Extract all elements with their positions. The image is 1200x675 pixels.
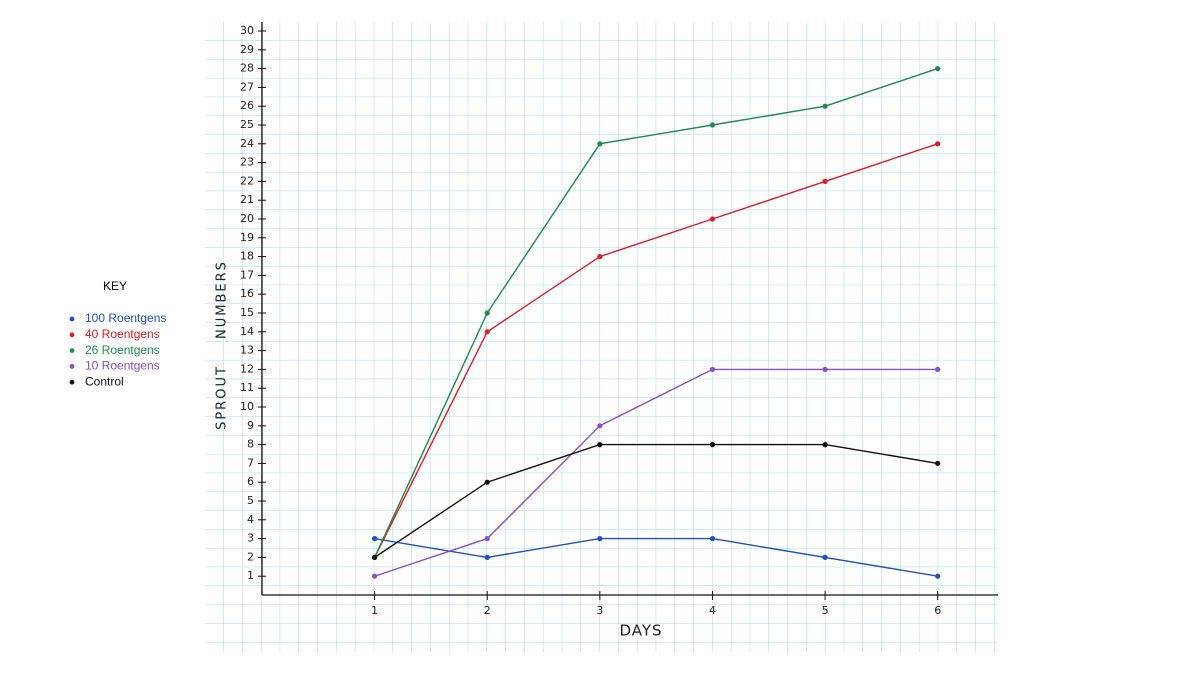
data-point	[935, 573, 941, 579]
x-tick-label: 4	[709, 604, 716, 617]
y-tick-label: 9	[247, 419, 254, 432]
plot-area: 1234567891011121314151617181920212223242…	[240, 22, 998, 617]
y-tick-label: 6	[247, 475, 254, 488]
legend-marker	[69, 332, 75, 338]
y-tick-label: 5	[247, 494, 254, 507]
y-tick-label: 20	[240, 212, 254, 225]
y-tick-label: 16	[240, 287, 254, 300]
data-point	[597, 536, 603, 542]
data-point	[709, 536, 716, 542]
y-tick-label: 26	[240, 99, 254, 112]
data-point	[484, 479, 490, 485]
data-point	[822, 178, 828, 184]
y-tick-label: 23	[240, 156, 254, 169]
y-tick-label: 7	[247, 456, 254, 469]
series-line	[373, 143, 938, 558]
y-tick-label: 1	[247, 569, 254, 582]
y-tick-label: 25	[240, 118, 254, 131]
x-tick-label: 3	[596, 604, 603, 617]
y-tick-label: 30	[240, 24, 254, 37]
data-point	[372, 554, 378, 561]
data-point	[484, 554, 490, 561]
data-point	[822, 442, 828, 448]
legend-label: 40 Roentgens	[85, 327, 160, 341]
series-line	[374, 443, 938, 558]
x-tick-label: 2	[484, 604, 491, 617]
y-tick-label: 18	[240, 250, 254, 263]
legend-label: 26 Roentgens	[85, 343, 160, 357]
data-point	[709, 216, 716, 222]
data-point	[935, 366, 941, 372]
series-line	[373, 67, 938, 558]
data-point	[372, 573, 378, 579]
legend-marker	[69, 364, 75, 369]
data-point	[484, 536, 490, 542]
data-point	[709, 122, 716, 128]
x-tick-label: 1	[371, 604, 378, 617]
data-point	[709, 366, 716, 372]
data-point	[484, 310, 490, 316]
y-tick-label: 8	[247, 438, 254, 451]
data-point	[484, 329, 490, 335]
series-line	[374, 537, 938, 577]
data-point	[597, 141, 603, 147]
y-tick-label: 22	[240, 174, 254, 187]
legend-marker	[69, 379, 75, 385]
data-point	[597, 254, 603, 260]
y-tick-label: 10	[240, 400, 254, 413]
x-tick-label: 5	[822, 604, 829, 617]
x-axis-label: DAYS	[619, 622, 662, 640]
data-point	[597, 423, 603, 429]
y-tick-label: 2	[247, 550, 254, 563]
y-tick-label: 19	[240, 231, 254, 244]
y-tick-label: 14	[240, 325, 254, 338]
y-tick-label: 29	[240, 43, 254, 56]
y-tick-label: 11	[240, 381, 254, 394]
graph-paper	[205, 22, 998, 652]
y-tick-label: 12	[240, 362, 254, 375]
legend-label: Control	[85, 374, 124, 388]
data-point	[372, 536, 378, 542]
x-tick-label: 6	[934, 604, 941, 617]
y-tick-label: 15	[240, 306, 254, 319]
legend: 100 Roentgens 40 Roentgens 26 Roentgens 10 …	[69, 311, 166, 388]
data-point	[822, 366, 828, 372]
y-tick-label: 13	[240, 344, 254, 357]
y-axis-label: SPROUT NUMBERS	[215, 260, 230, 430]
y-tick-label: 27	[240, 80, 254, 93]
legend-label: 100 Roentgens	[85, 311, 166, 325]
y-tick-label: 28	[240, 62, 254, 75]
data-point	[935, 460, 941, 466]
legend-marker	[69, 316, 75, 322]
data-point	[822, 554, 828, 561]
y-tick-label: 24	[240, 137, 254, 150]
y-tick-label: 3	[247, 532, 254, 545]
data-point	[709, 442, 716, 448]
data-point	[935, 66, 941, 72]
legend-title: KEY	[103, 279, 127, 293]
y-tick-label: 17	[240, 268, 254, 281]
data-point	[597, 442, 603, 448]
data-point	[935, 141, 941, 147]
legend-marker	[69, 348, 75, 353]
data-point	[822, 103, 828, 109]
y-tick-label: 4	[247, 513, 254, 526]
legend-label: 10 Roentgens	[85, 359, 160, 373]
series-line	[374, 368, 938, 577]
y-tick-label: 21	[240, 193, 254, 206]
